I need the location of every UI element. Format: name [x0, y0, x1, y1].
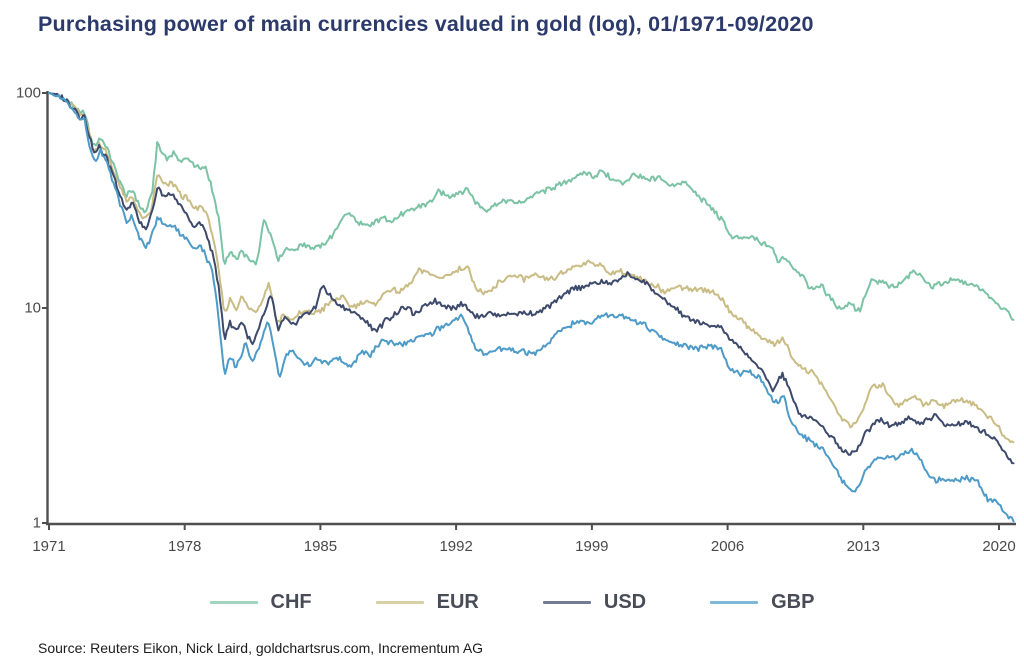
x-tick-label-1971: 1971: [32, 538, 66, 555]
series-lines: [48, 92, 1015, 523]
source-note: Source: Reuters Eikon, Nick Laird, goldc…: [38, 640, 484, 656]
series-line-gbp: [48, 92, 1015, 523]
legend-label-usd: USD: [603, 590, 647, 613]
legend-item-gbp: GBP: [710, 591, 814, 614]
x-tick-label-2013: 2013: [846, 538, 880, 555]
series-line-usd: [48, 92, 1015, 465]
legend-swatch-chf: [209, 600, 258, 604]
x-tick-label-1992: 1992: [439, 538, 473, 555]
legend: CHF EUR USD GBP: [0, 588, 1024, 616]
legend-item-chf: CHF: [209, 590, 312, 614]
x-tick-label-1978: 1978: [168, 538, 202, 555]
chart-title: Purchasing power of main currencies valu…: [38, 12, 814, 36]
legend-item-usd: USD: [542, 590, 647, 614]
legend-label-chf: CHF: [270, 590, 312, 613]
y-tick-label-100: 100: [15, 84, 41, 102]
x-tick-label-2020: 2020: [982, 538, 1016, 555]
axes: [42, 91, 1016, 530]
y-tick-label-10: 10: [24, 299, 41, 317]
x-tick-label-1985: 1985: [303, 538, 338, 555]
legend-item-eur: EUR: [375, 590, 479, 614]
legend-swatch-gbp: [710, 600, 759, 604]
x-tick-label-1999: 1999: [575, 538, 609, 555]
x-tick-label-2006: 2006: [710, 538, 745, 555]
legend-swatch-eur: [375, 600, 424, 604]
legend-swatch-usd: [542, 600, 591, 604]
y-tick-label-1: 1: [32, 514, 41, 532]
legend-label-eur: EUR: [436, 590, 479, 613]
legend-label-gbp: GBP: [771, 590, 815, 613]
series-line-chf: [48, 92, 1015, 321]
series-line-eur: [48, 92, 1015, 444]
